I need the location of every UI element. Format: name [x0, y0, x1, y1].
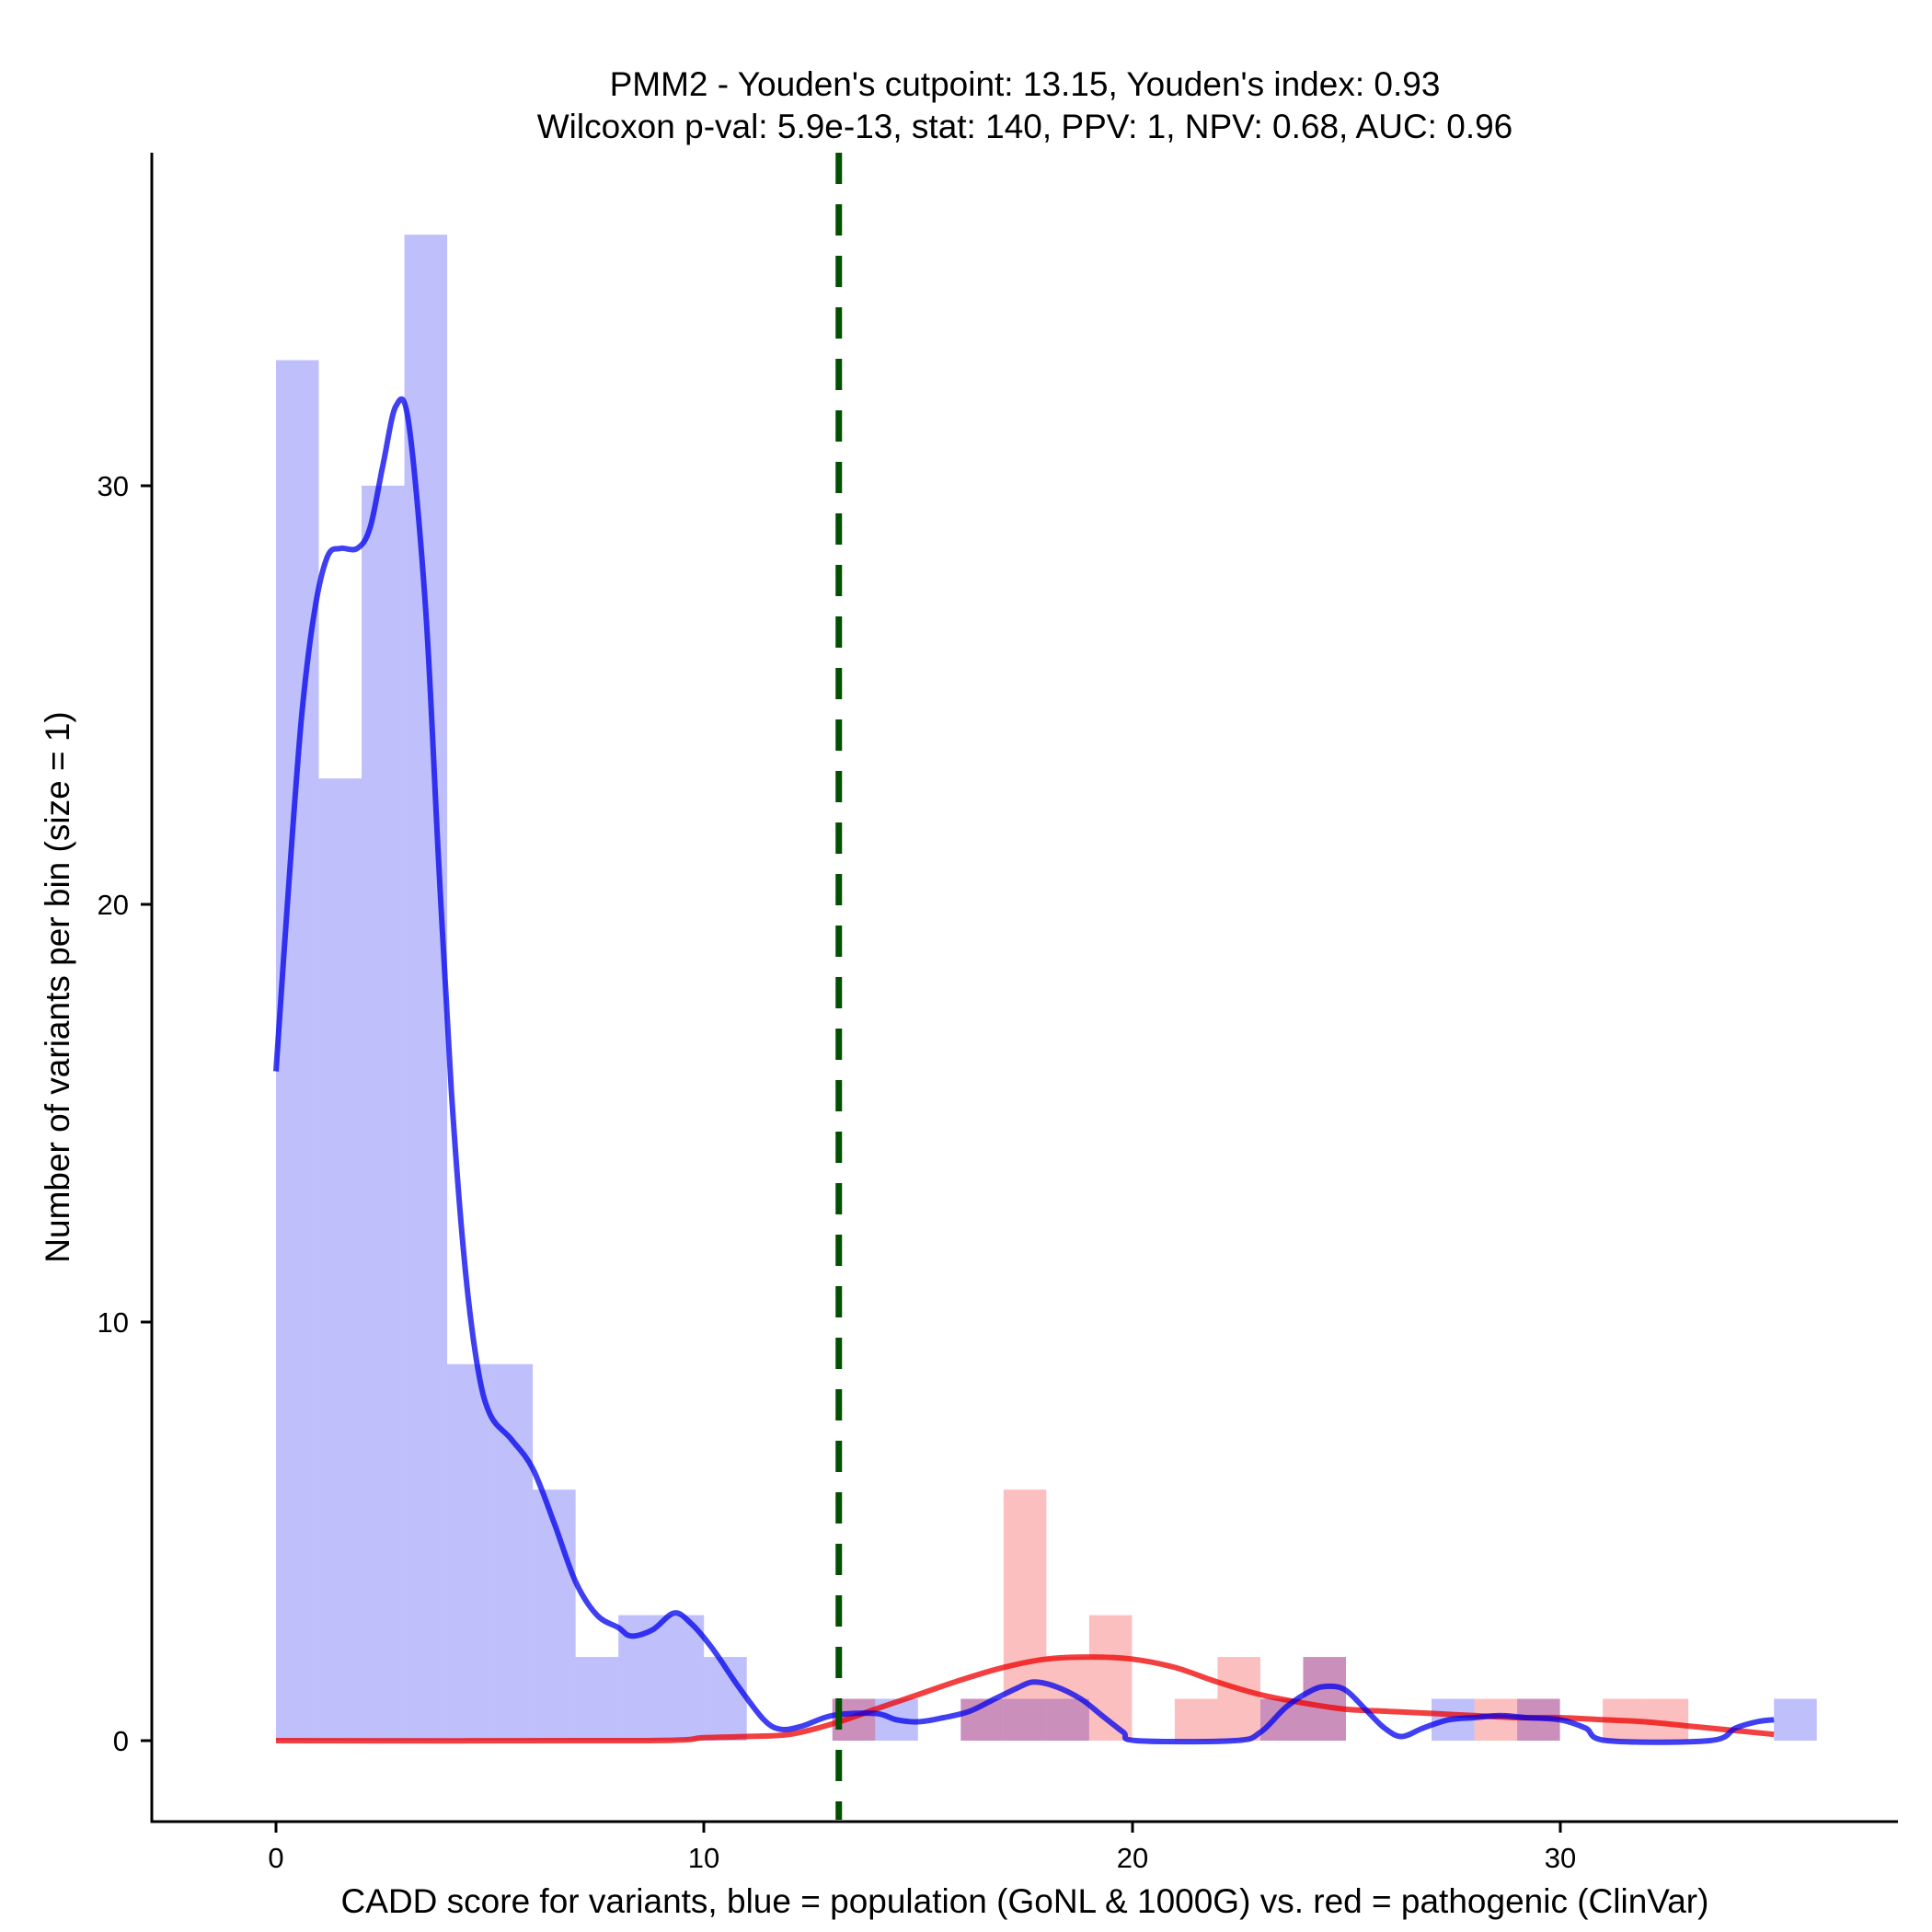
x-tick: 10 — [688, 1822, 719, 1874]
population-histogram-bar — [1003, 1698, 1047, 1741]
pathogenic-histogram-bar — [1174, 1698, 1218, 1741]
y-tick-label: 20 — [98, 889, 129, 921]
x-tick: 30 — [1545, 1822, 1576, 1874]
pathogenic-density-curve — [275, 1654, 1775, 1744]
y-tick: 20 — [98, 889, 152, 921]
pathogenic-histogram-bar — [1303, 1657, 1346, 1741]
x-tick-label: 30 — [1545, 1842, 1576, 1874]
pathogenic-histogram-bar — [1217, 1657, 1260, 1741]
y-tick: 30 — [98, 470, 152, 502]
x-tick-label: 20 — [1117, 1842, 1148, 1874]
population-density-curve — [273, 396, 1775, 1745]
y-axis-label: Number of variants per bin (size = 1) — [39, 711, 76, 1262]
population-histogram-bar — [318, 778, 362, 1742]
chart-title-line-2: Wilcoxon p-val: 5.9e-13, stat: 140, PPV:… — [537, 108, 1513, 145]
y-tick: 10 — [98, 1306, 152, 1339]
y-tick: 0 — [113, 1725, 152, 1757]
x-tick-label: 0 — [268, 1842, 283, 1874]
density-curves — [273, 396, 1775, 1745]
population-histogram-bar — [1259, 1698, 1304, 1741]
chart-title-line-1: PMM2 - Youden's cutpoint: 13.15, Youden'… — [610, 65, 1441, 103]
population-histogram-bar — [575, 1657, 619, 1741]
population-histogram-bar — [447, 1363, 490, 1741]
pathogenic-histogram-bar — [1259, 1698, 1304, 1741]
population-histogram-bar — [362, 485, 405, 1741]
population-histogram-bar — [1774, 1698, 1817, 1741]
population-histogram-bar — [276, 360, 319, 1741]
x-tick-label: 10 — [688, 1842, 719, 1874]
y-tick-label: 30 — [98, 470, 129, 502]
population-histogram-bar — [533, 1489, 576, 1741]
x-tick: 20 — [1117, 1822, 1148, 1874]
x-axis-label: CADD score for variants, blue = populati… — [341, 1882, 1709, 1920]
population-histogram-bar — [404, 235, 448, 1742]
population-histogram-bar — [661, 1615, 705, 1741]
y-tick-label: 0 — [113, 1725, 129, 1757]
population-histogram-bar — [1303, 1657, 1346, 1741]
histogram-bars — [276, 235, 1817, 1742]
x-tick: 0 — [268, 1822, 284, 1874]
population-histogram-bar — [1046, 1698, 1089, 1741]
y-tick-label: 10 — [98, 1306, 129, 1339]
pathogenic-histogram-bar — [1003, 1489, 1047, 1741]
